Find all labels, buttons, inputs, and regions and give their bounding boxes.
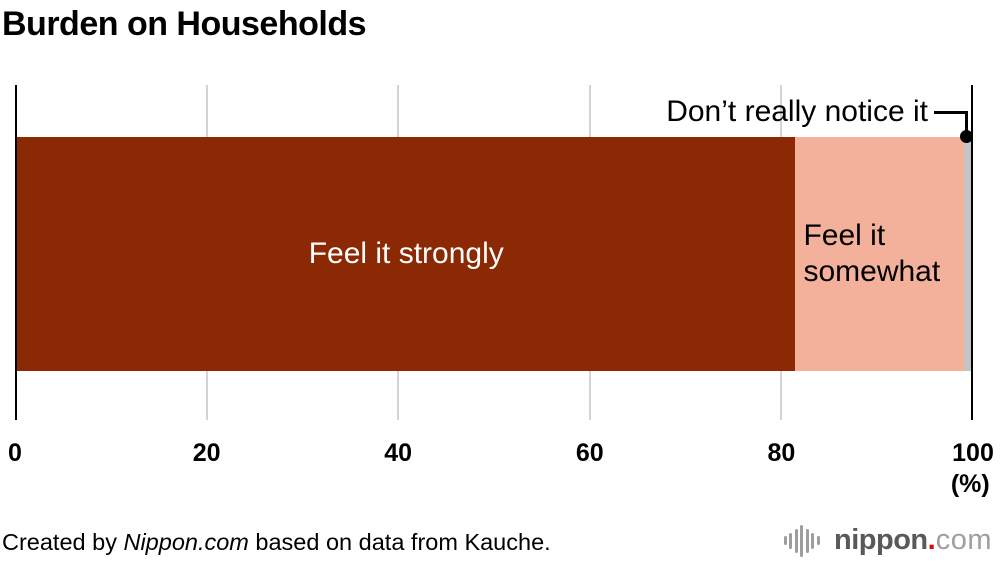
credit-source: Nippon.com — [123, 529, 249, 555]
annotation-marker-dot — [960, 130, 973, 143]
segment-label-strongly: Feel it strongly — [308, 237, 504, 270]
logo-word: nippon — [834, 524, 928, 556]
nippon-logo: nippon . com — [783, 524, 993, 557]
segment-label-somewhat-line2: somewhat — [803, 255, 941, 288]
annotation-connector-vertical — [965, 111, 968, 139]
credit-line: Created by Nippon.com based on data from… — [2, 529, 551, 556]
x-tick-0: 0 — [8, 439, 22, 467]
x-tick-40: 40 — [384, 439, 413, 467]
annotation-dont-notice: Don’t really notice it — [666, 95, 928, 128]
x-tick-60: 60 — [575, 439, 604, 467]
x-tick-20: 20 — [192, 439, 221, 467]
x-tick-80: 80 — [767, 439, 796, 467]
segment-label-somewhat-line1: Feel it — [803, 219, 886, 252]
y-axis-line-right — [971, 85, 973, 420]
x-axis-unit: (%) — [950, 470, 990, 498]
page-title: Burden on Households — [2, 5, 367, 43]
x-tick-100: 100 — [952, 439, 994, 467]
credit-suffix: based on data from Kauche. — [248, 529, 551, 555]
logo-dot: . — [927, 524, 936, 556]
bar-segment-dont-notice — [964, 137, 971, 371]
logo-tld: com — [935, 524, 992, 556]
credit-prefix: Created by — [2, 529, 124, 555]
annotation-connector-horizontal — [934, 111, 968, 114]
y-axis-line-left — [15, 85, 17, 420]
stacked-bar: Feel it strongly Feel it somewhat — [17, 137, 971, 371]
bar-segment-feel-it-somewhat: Feel it somewhat — [795, 137, 965, 371]
soundwave-icon — [783, 524, 823, 557]
plot-area: Feel it strongly Feel it somewhat 0 20 4… — [8, 85, 994, 498]
bar-segment-feel-it-strongly: Feel it strongly — [17, 137, 796, 371]
